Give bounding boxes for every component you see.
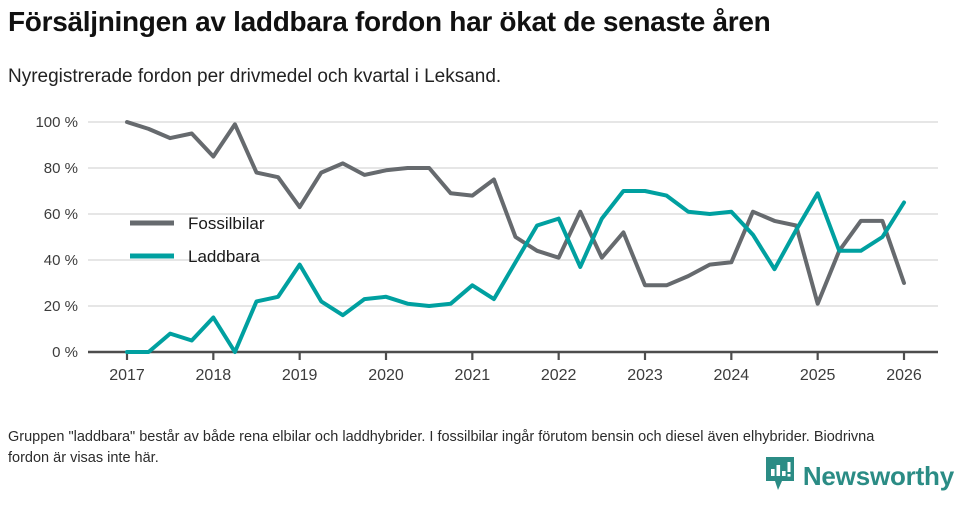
x-axis-tick-label: 2018 (196, 367, 232, 384)
y-axis-tick-label: 100 % (35, 114, 78, 131)
page-subtitle: Nyregistrerade fordon per drivmedel och … (8, 66, 502, 87)
page-title: Försäljningen av laddbara fordon har öka… (8, 6, 771, 37)
legend-label-laddbara: Laddbara (188, 247, 260, 266)
x-axis-tick-label: 2019 (282, 367, 318, 384)
footnote: Gruppen "laddbara" består av både rena e… (8, 429, 875, 466)
x-axis (88, 350, 938, 360)
legend-label-fossilbilar: Fossilbilar (188, 214, 265, 233)
series-lines (125, 120, 906, 354)
x-axis-tick-label: 2022 (541, 367, 577, 384)
x-axis-tick-label: 2017 (109, 367, 145, 384)
y-axis-labels: 0 % 20 % 40 % 60 % 80 % 100 % (35, 114, 78, 361)
line-chart: 0 % 20 % 40 % 60 % 80 % 100 % 2017 2018 2019 202… (35, 114, 938, 384)
x-axis-tick-label: 2025 (800, 367, 836, 384)
gridlines (88, 121, 938, 307)
series-line-fossilbilar (125, 120, 906, 306)
bar-chart-pin-icon (765, 456, 795, 497)
chart-container: 0 % 20 % 40 % 60 % 80 % 100 % 2017 2018 2019 202… (0, 105, 960, 390)
y-axis-tick-label: 80 % (44, 160, 78, 177)
x-axis-tick-label: 2020 (368, 367, 404, 384)
x-axis-tick-label: 2021 (455, 367, 491, 384)
newsworthy-logo[interactable]: Newsworthy (765, 456, 954, 497)
x-axis-labels: 2017 2018 2019 2020 2021 2022 2023 2024 2025 2026 (109, 367, 922, 384)
x-axis-tick-label: 2024 (714, 367, 750, 384)
series-line-laddbara (125, 189, 906, 354)
logo-text: Newsworthy (802, 461, 954, 491)
chart-legend: Fossilbilar Laddbara (130, 214, 265, 266)
y-axis-tick-label: 20 % (44, 298, 78, 315)
x-axis-tick-label: 2026 (886, 367, 922, 384)
y-axis-tick-label: 0 % (52, 344, 78, 361)
y-axis-tick-label: 40 % (44, 252, 78, 269)
x-axis-tick-label: 2023 (627, 367, 663, 384)
y-axis-tick-label: 60 % (44, 206, 78, 223)
